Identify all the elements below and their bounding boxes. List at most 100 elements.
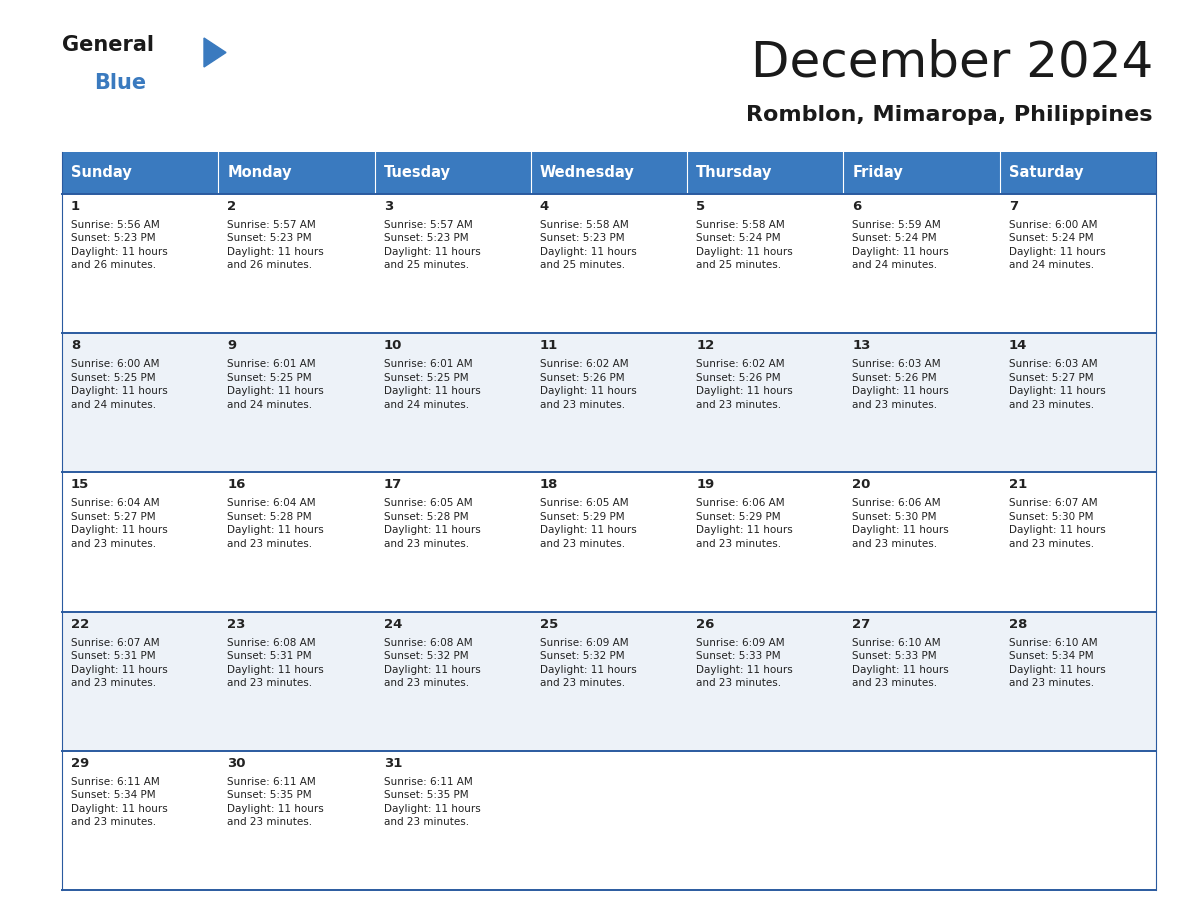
Text: Sunset: 5:32 PM: Sunset: 5:32 PM (384, 651, 468, 661)
Bar (62, 194, 1156, 333)
Text: December 2024: December 2024 (751, 38, 1154, 86)
Text: and 23 minutes.: and 23 minutes. (696, 539, 782, 549)
Text: Friday: Friday (853, 165, 903, 181)
Text: Daylight: 11 hours: Daylight: 11 hours (71, 386, 168, 397)
Text: Daylight: 11 hours: Daylight: 11 hours (227, 665, 324, 675)
Text: and 23 minutes.: and 23 minutes. (71, 817, 156, 827)
Text: Sunset: 5:31 PM: Sunset: 5:31 PM (71, 651, 156, 661)
Text: Daylight: 11 hours: Daylight: 11 hours (853, 386, 949, 397)
Text: and 23 minutes.: and 23 minutes. (696, 678, 782, 688)
Text: 7: 7 (1009, 200, 1018, 213)
Text: Daylight: 11 hours: Daylight: 11 hours (853, 247, 949, 257)
Text: and 23 minutes.: and 23 minutes. (227, 539, 312, 549)
Text: 28: 28 (1009, 618, 1028, 631)
Text: 5: 5 (696, 200, 706, 213)
Text: Sunrise: 6:08 AM: Sunrise: 6:08 AM (384, 638, 472, 647)
Text: Daylight: 11 hours: Daylight: 11 hours (227, 247, 324, 257)
Text: and 23 minutes.: and 23 minutes. (853, 539, 937, 549)
Text: Sunset: 5:27 PM: Sunset: 5:27 PM (1009, 373, 1093, 383)
Text: Sunset: 5:30 PM: Sunset: 5:30 PM (853, 512, 937, 522)
Text: Sunrise: 5:56 AM: Sunrise: 5:56 AM (71, 220, 159, 230)
Text: and 25 minutes.: and 25 minutes. (384, 261, 469, 271)
Text: 31: 31 (384, 756, 402, 770)
Text: Sunset: 5:23 PM: Sunset: 5:23 PM (227, 233, 312, 243)
Bar (219, 152, 374, 194)
Text: and 24 minutes.: and 24 minutes. (384, 399, 469, 409)
Text: 23: 23 (227, 618, 246, 631)
Text: Sunrise: 6:09 AM: Sunrise: 6:09 AM (539, 638, 628, 647)
Text: Sunday: Sunday (71, 165, 132, 181)
Text: Sunset: 5:28 PM: Sunset: 5:28 PM (227, 512, 312, 522)
Bar (687, 152, 843, 194)
Text: and 24 minutes.: and 24 minutes. (1009, 261, 1094, 271)
Text: Sunrise: 6:06 AM: Sunrise: 6:06 AM (696, 498, 785, 509)
Text: Monday: Monday (227, 165, 292, 181)
Text: Sunset: 5:30 PM: Sunset: 5:30 PM (1009, 512, 1093, 522)
Text: 25: 25 (539, 618, 558, 631)
Text: Sunset: 5:24 PM: Sunset: 5:24 PM (696, 233, 781, 243)
Text: Sunset: 5:35 PM: Sunset: 5:35 PM (384, 790, 468, 800)
Text: Sunset: 5:34 PM: Sunset: 5:34 PM (1009, 651, 1093, 661)
Text: and 23 minutes.: and 23 minutes. (539, 678, 625, 688)
Text: Sunrise: 6:10 AM: Sunrise: 6:10 AM (853, 638, 941, 647)
Text: Sunset: 5:29 PM: Sunset: 5:29 PM (696, 512, 781, 522)
Text: and 23 minutes.: and 23 minutes. (1009, 399, 1094, 409)
Text: 24: 24 (384, 618, 402, 631)
Text: Sunset: 5:33 PM: Sunset: 5:33 PM (853, 651, 937, 661)
Text: Sunrise: 6:00 AM: Sunrise: 6:00 AM (71, 359, 159, 369)
Text: Sunrise: 6:11 AM: Sunrise: 6:11 AM (71, 777, 159, 787)
Text: 15: 15 (71, 478, 89, 491)
Text: Sunset: 5:26 PM: Sunset: 5:26 PM (696, 373, 781, 383)
Text: Sunset: 5:25 PM: Sunset: 5:25 PM (71, 373, 156, 383)
Text: Sunset: 5:33 PM: Sunset: 5:33 PM (696, 651, 781, 661)
Text: Saturday: Saturday (1009, 165, 1083, 181)
Text: Sunrise: 5:57 AM: Sunrise: 5:57 AM (227, 220, 316, 230)
Text: Sunrise: 6:09 AM: Sunrise: 6:09 AM (696, 638, 785, 647)
Text: 30: 30 (227, 756, 246, 770)
Text: Thursday: Thursday (696, 165, 772, 181)
Text: Daylight: 11 hours: Daylight: 11 hours (1009, 525, 1106, 535)
Text: Sunrise: 6:07 AM: Sunrise: 6:07 AM (1009, 498, 1098, 509)
Text: Sunrise: 6:05 AM: Sunrise: 6:05 AM (384, 498, 472, 509)
Text: Sunset: 5:27 PM: Sunset: 5:27 PM (71, 512, 156, 522)
Text: Sunrise: 5:57 AM: Sunrise: 5:57 AM (384, 220, 473, 230)
Text: Daylight: 11 hours: Daylight: 11 hours (227, 804, 324, 813)
Text: Sunset: 5:26 PM: Sunset: 5:26 PM (539, 373, 625, 383)
Text: and 24 minutes.: and 24 minutes. (227, 399, 312, 409)
Bar (1000, 152, 1156, 194)
Text: 19: 19 (696, 478, 714, 491)
Text: and 25 minutes.: and 25 minutes. (539, 261, 625, 271)
Text: Sunrise: 6:02 AM: Sunrise: 6:02 AM (696, 359, 785, 369)
Text: Daylight: 11 hours: Daylight: 11 hours (384, 804, 480, 813)
Text: and 25 minutes.: and 25 minutes. (696, 261, 782, 271)
Text: Sunset: 5:26 PM: Sunset: 5:26 PM (853, 373, 937, 383)
Text: Daylight: 11 hours: Daylight: 11 hours (1009, 665, 1106, 675)
Text: Sunset: 5:32 PM: Sunset: 5:32 PM (539, 651, 625, 661)
Bar (62, 751, 1156, 890)
Bar (374, 152, 531, 194)
Text: Daylight: 11 hours: Daylight: 11 hours (696, 525, 792, 535)
Text: Daylight: 11 hours: Daylight: 11 hours (1009, 386, 1106, 397)
Text: Sunrise: 6:03 AM: Sunrise: 6:03 AM (853, 359, 941, 369)
Text: Sunrise: 6:04 AM: Sunrise: 6:04 AM (71, 498, 159, 509)
Text: 21: 21 (1009, 478, 1026, 491)
Text: Daylight: 11 hours: Daylight: 11 hours (227, 525, 324, 535)
Text: 8: 8 (71, 339, 81, 353)
Text: 1: 1 (71, 200, 80, 213)
Text: and 23 minutes.: and 23 minutes. (1009, 539, 1094, 549)
Text: Sunrise: 6:03 AM: Sunrise: 6:03 AM (1009, 359, 1098, 369)
Text: Sunrise: 6:07 AM: Sunrise: 6:07 AM (71, 638, 159, 647)
Bar (843, 152, 1000, 194)
Text: Sunrise: 6:01 AM: Sunrise: 6:01 AM (227, 359, 316, 369)
Text: Sunset: 5:35 PM: Sunset: 5:35 PM (227, 790, 312, 800)
Text: Daylight: 11 hours: Daylight: 11 hours (539, 525, 637, 535)
Text: Daylight: 11 hours: Daylight: 11 hours (227, 386, 324, 397)
Text: Wednesday: Wednesday (539, 165, 634, 181)
Text: and 23 minutes.: and 23 minutes. (539, 399, 625, 409)
Text: Daylight: 11 hours: Daylight: 11 hours (71, 525, 168, 535)
Text: and 23 minutes.: and 23 minutes. (227, 678, 312, 688)
Text: 29: 29 (71, 756, 89, 770)
Text: Daylight: 11 hours: Daylight: 11 hours (384, 525, 480, 535)
Text: Sunrise: 6:08 AM: Sunrise: 6:08 AM (227, 638, 316, 647)
Text: and 23 minutes.: and 23 minutes. (696, 399, 782, 409)
